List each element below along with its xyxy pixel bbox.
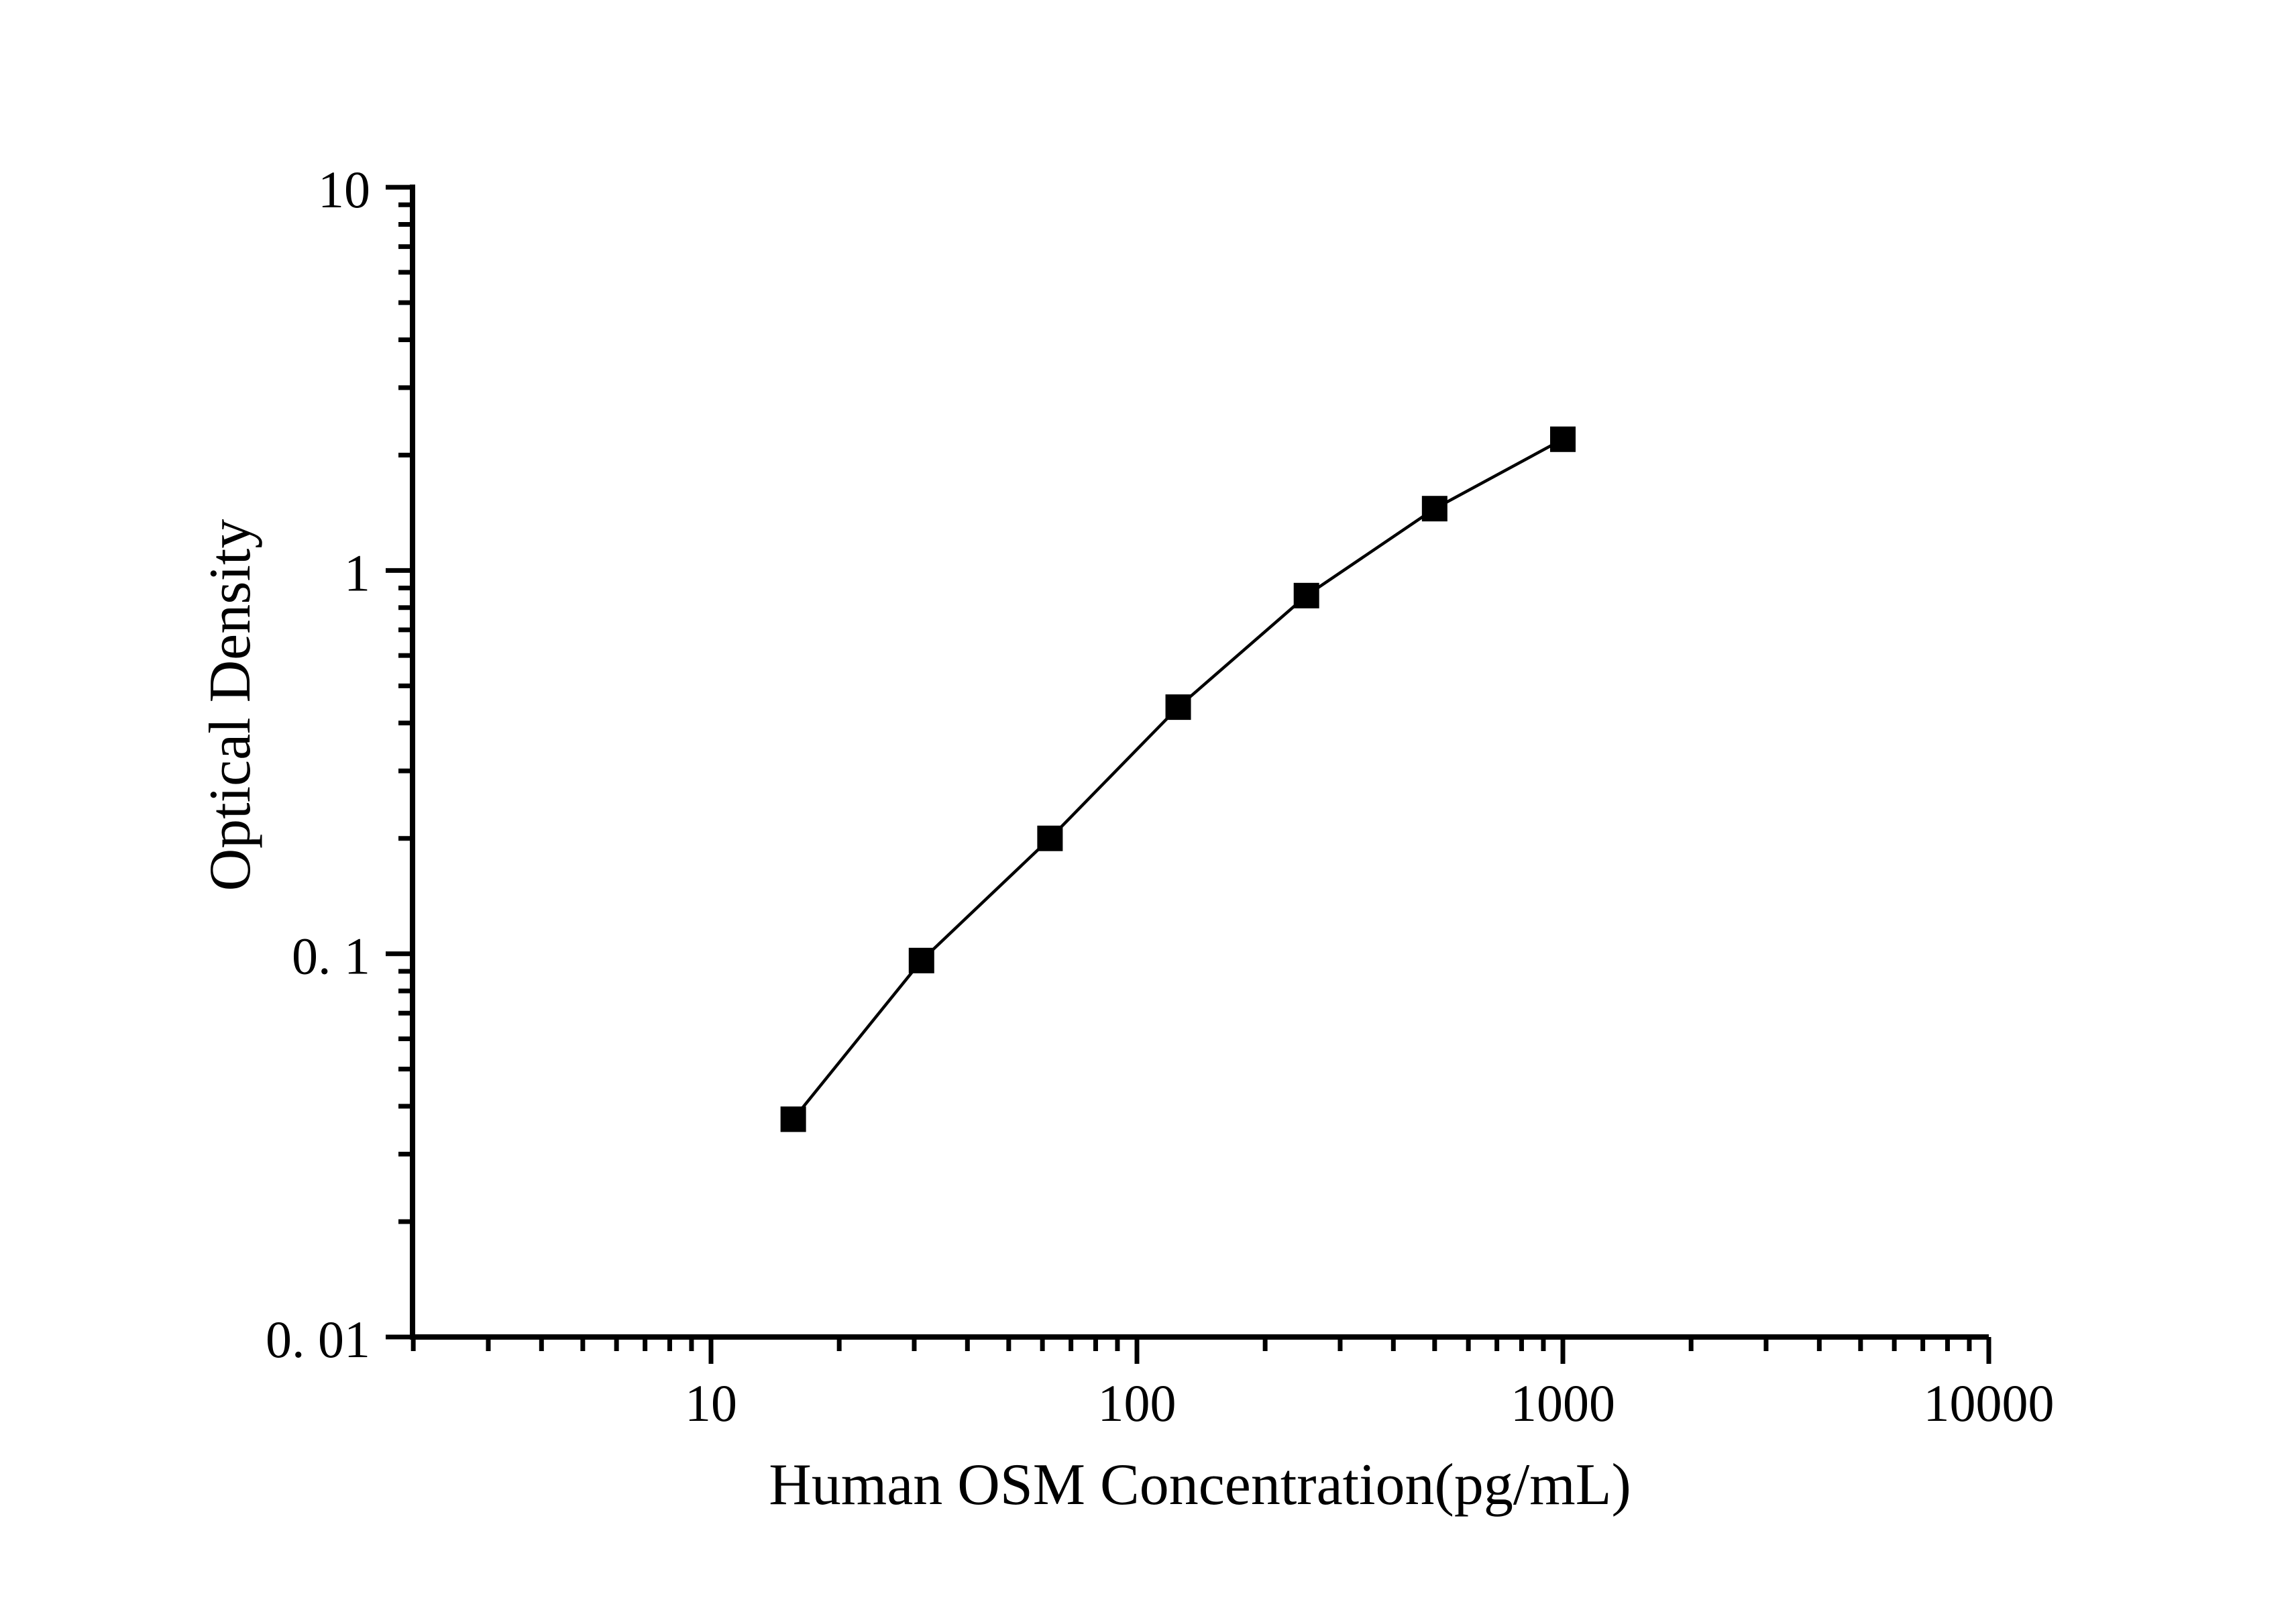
curve-line xyxy=(791,437,1564,1120)
axis-spines xyxy=(410,184,1989,1340)
axis-ticks-layer xyxy=(386,184,1991,1364)
x-tick-label: 10000 xyxy=(1924,1374,2055,1432)
data-series-layer xyxy=(780,426,1576,1132)
y-tick-label: 1 xyxy=(344,543,370,602)
y-axis-title: Optical Density xyxy=(198,519,263,892)
y-tick-label: 10 xyxy=(318,160,370,219)
y-tick-label: 0. 01 xyxy=(266,1310,370,1369)
axes-layer xyxy=(410,184,1989,1340)
data-point-marker xyxy=(908,947,934,973)
tick-labels-layer: 10 1 0. 1 0. 01 10 100 1000 10000 xyxy=(266,160,2055,1432)
x-tick-label: 1000 xyxy=(1511,1374,1615,1432)
data-point-marker xyxy=(1421,496,1447,522)
x-tick-label: 10 xyxy=(685,1374,737,1432)
data-point-marker xyxy=(1037,825,1063,851)
x-tick-label: 100 xyxy=(1098,1374,1177,1432)
data-point-marker xyxy=(1293,582,1319,608)
data-point-marker xyxy=(1165,694,1191,720)
data-point-marker xyxy=(780,1106,806,1132)
y-tick-label: 0. 1 xyxy=(292,927,370,985)
data-point-marker xyxy=(1550,426,1576,452)
x-axis-title: Human OSM Concentration(pg/mL) xyxy=(769,1452,1631,1517)
